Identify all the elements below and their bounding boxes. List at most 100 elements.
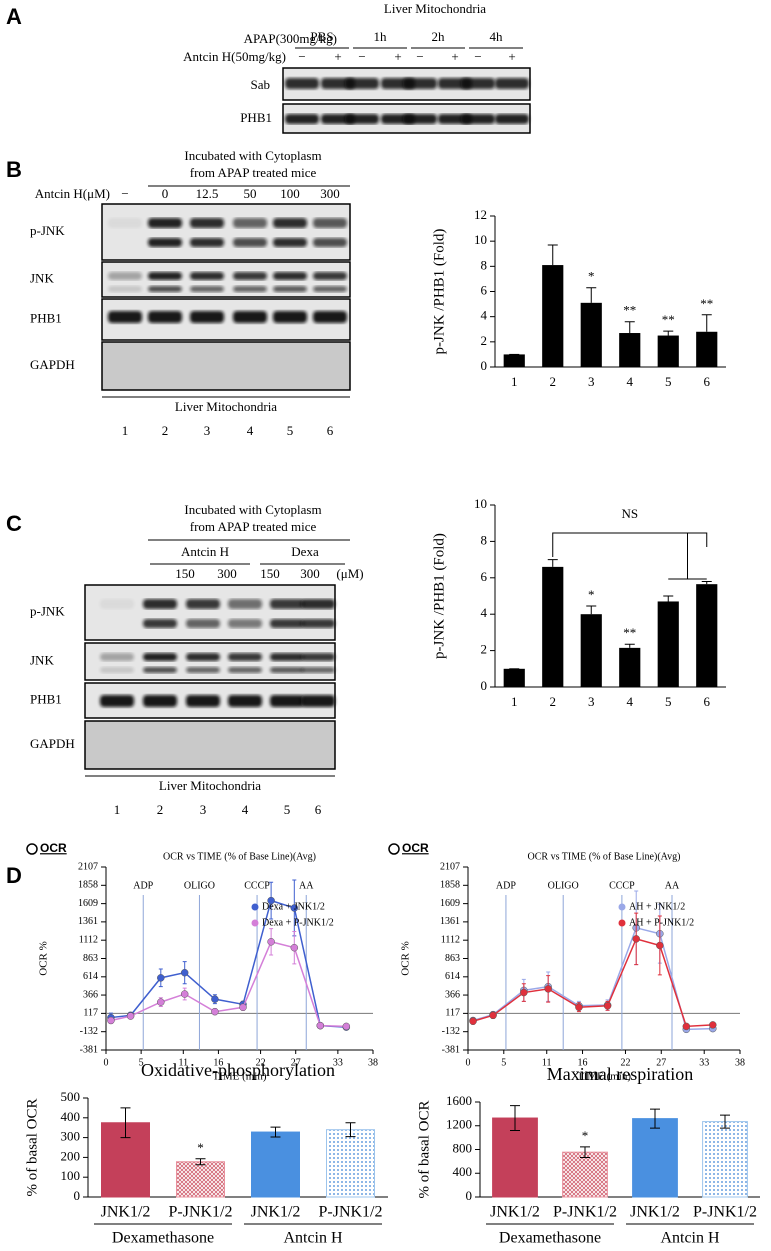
bar bbox=[251, 1131, 300, 1198]
lane-number: 4 bbox=[247, 423, 254, 438]
x-tick-label: 0 bbox=[466, 1057, 471, 1068]
point bbox=[157, 974, 165, 982]
y-tick-label: 1112 bbox=[79, 934, 98, 945]
bar bbox=[562, 1151, 608, 1198]
header: from APAP treated mice bbox=[190, 519, 317, 534]
blot-band bbox=[461, 114, 495, 124]
blot-band bbox=[143, 599, 177, 609]
label: p-JNK bbox=[30, 603, 65, 618]
label: + bbox=[508, 49, 515, 64]
x-tick-label: 3 bbox=[588, 694, 595, 709]
x-tick-label: 22 bbox=[620, 1057, 630, 1068]
point bbox=[682, 1022, 691, 1031]
x-tick-label: P-JNK1/2 bbox=[553, 1204, 617, 1221]
x-tick-label: 0 bbox=[104, 1057, 109, 1068]
significance: ** bbox=[623, 303, 636, 318]
y-tick-label: 200 bbox=[61, 1148, 81, 1163]
blot-band bbox=[285, 114, 319, 124]
point bbox=[575, 1003, 583, 1012]
blot-band bbox=[495, 114, 529, 124]
event-label: OLIGO bbox=[548, 880, 579, 891]
x-tick-label: 6 bbox=[704, 694, 711, 709]
chart-title: OCR vs TIME (% of Base Line)(Avg) bbox=[163, 851, 316, 862]
error-bar bbox=[701, 314, 712, 332]
event-label: AA bbox=[665, 880, 680, 891]
event-label: ADP bbox=[133, 880, 153, 891]
lane-number: 4 bbox=[242, 802, 249, 817]
blot-band bbox=[273, 238, 307, 247]
label: − bbox=[358, 49, 365, 64]
y-tick-label: 4 bbox=[481, 308, 488, 323]
group-label: Antcin H bbox=[283, 1230, 343, 1247]
blot-band bbox=[108, 286, 142, 292]
bar bbox=[580, 302, 602, 367]
blot-band bbox=[233, 272, 267, 280]
bar bbox=[492, 1117, 538, 1198]
blot-band bbox=[270, 599, 304, 609]
bracket-label: NS bbox=[621, 506, 638, 521]
legend-label: AH + JNK1/2 bbox=[629, 901, 685, 912]
point bbox=[603, 1002, 612, 1010]
x-tick-label: 2 bbox=[550, 374, 557, 389]
y-tick-label: -381 bbox=[80, 1044, 98, 1055]
blot-band bbox=[345, 114, 379, 124]
blot-band bbox=[345, 78, 379, 89]
x-tick-label: 5 bbox=[139, 1057, 144, 1068]
chart-title: Maximal respiration bbox=[547, 1064, 693, 1084]
panel-letter: C bbox=[6, 511, 22, 536]
blot-frame bbox=[101, 298, 351, 341]
blot-band bbox=[186, 619, 220, 628]
label: GAPDH bbox=[30, 357, 75, 372]
blot-band bbox=[186, 667, 220, 673]
blot-band bbox=[301, 695, 335, 707]
label: 300 bbox=[320, 186, 340, 201]
blot-band bbox=[143, 619, 177, 628]
label: 300 bbox=[300, 566, 320, 581]
blot-band bbox=[313, 311, 347, 323]
blot-band bbox=[233, 286, 267, 292]
blot-band bbox=[301, 667, 335, 673]
bar bbox=[657, 335, 679, 367]
label: Antcin H(μM) bbox=[35, 186, 110, 201]
x-tick-label: 4 bbox=[627, 694, 634, 709]
panel-letter: D bbox=[6, 863, 22, 888]
blot-band bbox=[190, 238, 224, 247]
x-tick-label: P-JNK1/2 bbox=[168, 1204, 232, 1221]
blot-band bbox=[108, 218, 142, 228]
error-bar bbox=[510, 1105, 520, 1131]
label: p-JNK bbox=[30, 223, 65, 238]
group-label: Antcin H bbox=[660, 1230, 720, 1247]
y-tick-label: 0 bbox=[466, 1188, 473, 1203]
blot-band bbox=[190, 286, 224, 292]
blot-band bbox=[273, 272, 307, 280]
x-tick-label: JNK1/2 bbox=[251, 1204, 301, 1221]
blot-band bbox=[301, 619, 335, 628]
x-tick-label: 6 bbox=[704, 374, 711, 389]
point bbox=[211, 995, 219, 1003]
blot-frame bbox=[101, 261, 351, 298]
blot-band bbox=[228, 599, 262, 609]
header: from APAP treated mice bbox=[190, 165, 317, 180]
panel-letter: A bbox=[6, 4, 22, 29]
bar bbox=[580, 614, 602, 687]
blot-band bbox=[285, 78, 319, 89]
y-axis-label: OCR % bbox=[400, 941, 412, 976]
event-label: CCCP bbox=[609, 880, 635, 891]
x-tick-label: 11 bbox=[542, 1057, 552, 1068]
point bbox=[180, 968, 189, 977]
lane-number: 1 bbox=[114, 802, 121, 817]
label: 4h bbox=[490, 29, 504, 44]
blot-band bbox=[233, 218, 267, 228]
blot-band bbox=[270, 653, 304, 661]
x-tick-label: 38 bbox=[735, 1057, 745, 1068]
legend-swatch bbox=[618, 903, 626, 911]
point bbox=[316, 1021, 325, 1030]
blot-band bbox=[186, 653, 220, 661]
label: PHB1 bbox=[240, 110, 272, 125]
blot-band bbox=[273, 218, 307, 228]
bar bbox=[176, 1161, 225, 1198]
blot-band bbox=[108, 272, 142, 280]
error-bar bbox=[120, 1107, 131, 1139]
bar bbox=[702, 1121, 748, 1198]
